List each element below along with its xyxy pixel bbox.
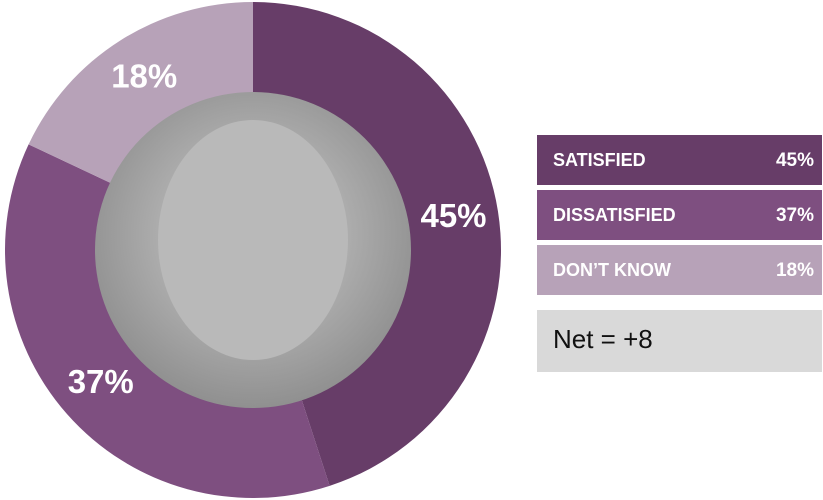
legend-swatch <box>537 190 822 240</box>
donut-slice <box>253 2 501 486</box>
legend-label: SATISFIED <box>553 150 646 170</box>
donut <box>5 2 501 498</box>
slice-label: 37% <box>68 363 134 400</box>
legend-label: DON’T KNOW <box>553 260 671 280</box>
donut-slice <box>5 144 330 498</box>
legend-value: 37% <box>776 205 814 226</box>
net-label: Net = +8 <box>553 324 653 354</box>
legend-label: DISSATISFIED <box>553 205 676 225</box>
legend-swatch <box>537 245 822 295</box>
portrait-face <box>158 120 348 360</box>
legend-value: 45% <box>776 150 814 171</box>
donut-slice <box>28 2 253 187</box>
legend-swatch <box>537 135 822 185</box>
net-box <box>537 310 822 372</box>
legend-value: 18% <box>776 260 814 281</box>
slice-label: 18% <box>111 57 177 94</box>
slice-label: 45% <box>420 197 486 234</box>
